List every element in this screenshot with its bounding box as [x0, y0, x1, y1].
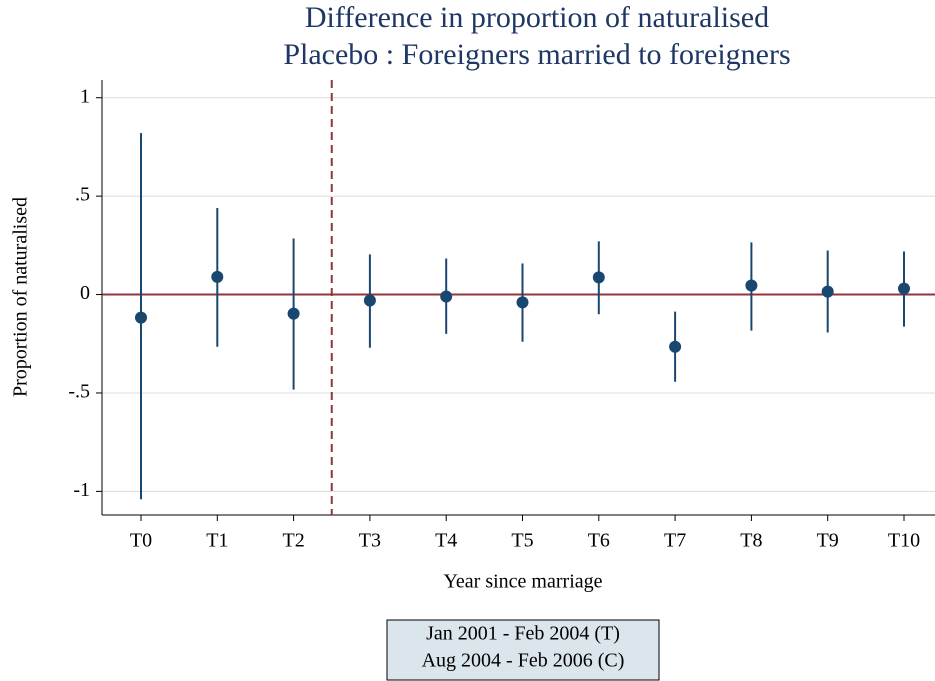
- point: [669, 340, 682, 353]
- point: [287, 307, 300, 320]
- point: [745, 279, 758, 292]
- x-tick-label: T1: [206, 530, 228, 552]
- note: Aug 2004 - Feb 2006 (C): [422, 650, 625, 672]
- x-tick-label: T2: [282, 530, 304, 552]
- y-axis-title: Proportion of naturalised: [10, 197, 32, 397]
- note-box: [386, 619, 660, 681]
- note: Jan 2001 - Feb 2004 (T): [426, 623, 620, 645]
- x-tick-label: T7: [664, 530, 686, 552]
- x-tick-label: T8: [740, 530, 762, 552]
- point: [516, 296, 529, 309]
- x-axis-title: Year since marriage: [443, 571, 602, 593]
- y-tick-label: 0: [80, 282, 90, 304]
- x-tick-label: T3: [359, 530, 381, 552]
- point: [821, 285, 834, 298]
- chart-title: Placebo : Foreigners married to foreigne…: [283, 38, 790, 71]
- y-tick-label: -1: [73, 479, 90, 501]
- x-tick-label: T10: [888, 530, 920, 552]
- point: [592, 271, 605, 284]
- y-tick-label: -.5: [68, 381, 90, 403]
- point: [135, 311, 147, 324]
- point: [898, 282, 910, 295]
- point: [363, 294, 376, 307]
- x-tick-label: T4: [435, 530, 457, 552]
- x-tick-label: T9: [817, 530, 839, 552]
- x-tick-label: T6: [588, 530, 610, 552]
- y-tick-label: 1: [80, 85, 90, 107]
- point: [440, 290, 453, 303]
- point: [211, 270, 224, 283]
- y-tick-label: .5: [75, 184, 90, 206]
- x-tick-label: T5: [511, 530, 533, 552]
- chart-title: Difference in proportion of naturalised: [305, 1, 769, 34]
- x-tick-label: T0: [130, 530, 152, 552]
